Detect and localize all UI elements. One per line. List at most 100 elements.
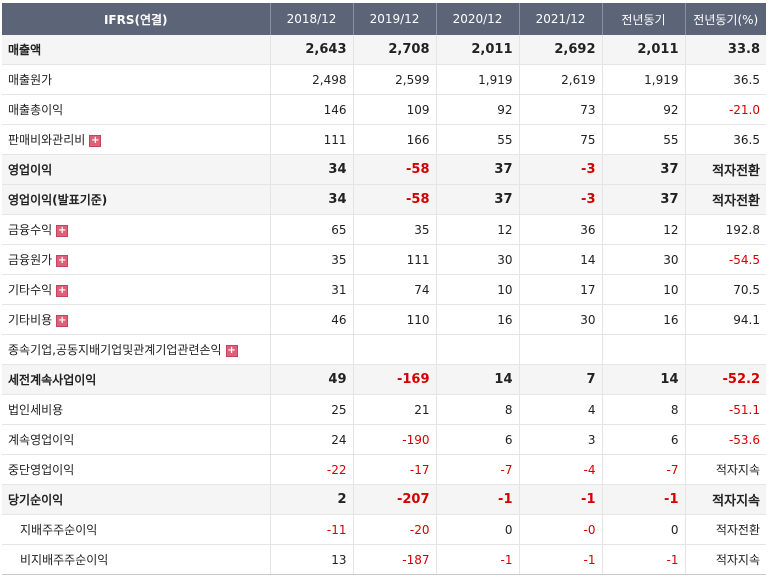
value-cell: 111 — [270, 124, 354, 155]
value-cell: -1 — [436, 484, 520, 515]
table-row: 영업이익(발표기준) 34 -58 37 -3 37 적자전환 — [2, 184, 766, 215]
value-cell: -21.0 — [685, 94, 766, 125]
row-label-cell: 매출총이익 — [2, 94, 271, 125]
row-label: 계속영업이익 — [8, 433, 75, 447]
row-label: 비지배주주순이익 — [20, 553, 109, 567]
value-cell: 70.5 — [685, 274, 766, 305]
value-cell: 2,708 — [353, 35, 437, 65]
plus-icon[interactable]: + — [56, 284, 69, 297]
plus-icon[interactable]: + — [89, 134, 102, 147]
row-label-cell: 법인세비용 — [2, 394, 271, 425]
table-row: 당기순이익 2 -207 -1 -1 -1 적자지속 — [2, 484, 766, 515]
value-cell: 2,498 — [270, 64, 354, 95]
value-cell: 6 — [602, 424, 686, 455]
value-cell: 3 — [519, 424, 603, 455]
value-cell: 2,599 — [353, 64, 437, 95]
value-cell: 17 — [519, 274, 603, 305]
value-cell: -51.1 — [685, 394, 766, 425]
value-cell: 적자전환 — [685, 184, 766, 215]
row-label-cell: 금융원가 + — [2, 244, 271, 275]
value-cell — [353, 334, 437, 365]
value-cell: 12 — [602, 214, 686, 245]
value-cell: -20 — [353, 514, 437, 545]
row-label: 세전계속사업이익 — [8, 373, 97, 387]
value-cell: 0 — [602, 514, 686, 545]
row-label: 기타수익 — [8, 283, 53, 297]
value-cell: 111 — [353, 244, 437, 275]
value-cell: -3 — [519, 154, 603, 185]
plus-icon[interactable]: + — [56, 314, 69, 327]
value-cell: -4 — [519, 454, 603, 485]
value-cell: 74 — [353, 274, 437, 305]
value-cell: -17 — [353, 454, 437, 485]
header-col: 전년동기(%) — [685, 3, 766, 35]
value-cell — [270, 334, 354, 365]
value-cell: 2,692 — [519, 35, 603, 65]
value-cell: 36.5 — [685, 124, 766, 155]
value-cell: 49 — [270, 364, 354, 395]
plus-icon[interactable]: + — [56, 224, 69, 237]
value-cell: -53.6 — [685, 424, 766, 455]
value-cell: 21 — [353, 394, 437, 425]
plus-icon[interactable]: + — [56, 254, 69, 267]
table-row: 금융원가 +35 111 30 14 30 -54.5 — [2, 244, 766, 275]
value-cell: 12 — [436, 214, 520, 245]
value-cell: 30 — [602, 244, 686, 275]
value-cell: 14 — [519, 244, 603, 275]
table-row: 비지배주주순이익 13 -187 -1 -1 -1 적자지속 — [2, 544, 766, 575]
value-cell: -7 — [602, 454, 686, 485]
value-cell: 92 — [602, 94, 686, 125]
value-cell: 31 — [270, 274, 354, 305]
value-cell: 55 — [602, 124, 686, 155]
value-cell: 30 — [436, 244, 520, 275]
value-cell: 146 — [270, 94, 354, 125]
value-cell: 4 — [519, 394, 603, 425]
value-cell: 25 — [270, 394, 354, 425]
row-label: 영업이익 — [8, 163, 53, 177]
value-cell: 2,643 — [270, 35, 354, 65]
header-row: IFRS(연결) 2018/12 2019/12 2020/12 2021/12… — [2, 3, 766, 35]
value-cell: 13 — [270, 544, 354, 575]
header-ifrs: IFRS(연결) — [2, 3, 271, 35]
row-label-cell: 중단영업이익 — [2, 454, 271, 485]
row-label-cell: 영업이익 — [2, 154, 271, 185]
table-row: 계속영업이익 24 -190 6 3 6 -53.6 — [2, 424, 766, 455]
table-row: 세전계속사업이익 49 -169 14 7 14 -52.2 — [2, 364, 766, 395]
row-label: 당기순이익 — [8, 493, 64, 507]
row-label: 매출총이익 — [8, 103, 64, 117]
value-cell: 192.8 — [685, 214, 766, 245]
table-row: 금융수익 +65 35 12 36 12 192.8 — [2, 214, 766, 245]
value-cell: 적자지속 — [685, 484, 766, 515]
row-label-cell: 영업이익(발표기준) — [2, 184, 271, 215]
value-cell — [602, 334, 686, 365]
table-row: 영업이익 34 -58 37 -3 37 적자전환 — [2, 154, 766, 185]
value-cell: 36 — [519, 214, 603, 245]
value-cell: 33.8 — [685, 35, 766, 65]
row-label: 지배주주순이익 — [20, 523, 98, 537]
table-row: 종속기업,공동지배기업및관계기업관련손익 + — [2, 334, 766, 365]
value-cell: 2,011 — [602, 35, 686, 65]
value-cell: -3 — [519, 184, 603, 215]
value-cell: 16 — [436, 304, 520, 335]
plus-icon[interactable]: + — [225, 344, 238, 357]
value-cell: 75 — [519, 124, 603, 155]
table-row: 기타수익 +31 74 10 17 10 70.5 — [2, 274, 766, 305]
value-cell — [436, 334, 520, 365]
row-label-cell: 비지배주주순이익 — [2, 544, 271, 575]
value-cell: 2,619 — [519, 64, 603, 95]
row-label-cell: 세전계속사업이익 — [2, 364, 271, 395]
row-label: 금융수익 — [8, 223, 53, 237]
row-label-cell: 매출원가 — [2, 64, 271, 95]
value-cell: 36.5 — [685, 64, 766, 95]
value-cell: -11 — [270, 514, 354, 545]
table-row: 판매비와관리비 +111 166 55 75 55 36.5 — [2, 124, 766, 155]
value-cell: 2 — [270, 484, 354, 515]
row-label-cell: 계속영업이익 — [2, 424, 271, 455]
income-statement-table: IFRS(연결) 2018/12 2019/12 2020/12 2021/12… — [2, 3, 766, 575]
row-label: 종속기업,공동지배기업및관계기업관련손익 — [8, 343, 222, 357]
header-col: 전년동기 — [602, 3, 686, 35]
value-cell: -207 — [353, 484, 437, 515]
value-cell: 37 — [602, 184, 686, 215]
value-cell: -1 — [602, 544, 686, 575]
row-label-cell: 금융수익 + — [2, 214, 271, 245]
